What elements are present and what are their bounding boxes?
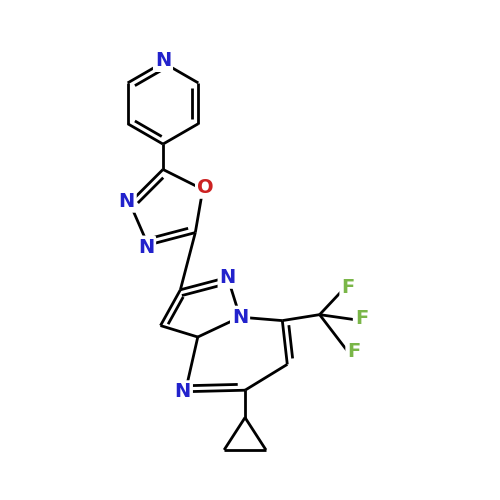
Text: N: N (175, 382, 191, 401)
Text: N: N (155, 51, 171, 70)
Text: N: N (220, 268, 236, 287)
Text: N: N (232, 308, 248, 326)
Text: F: F (342, 278, 354, 297)
Text: F: F (348, 342, 360, 361)
Text: N: N (118, 192, 135, 211)
Text: O: O (197, 178, 214, 197)
Text: F: F (355, 309, 368, 328)
Text: N: N (138, 238, 154, 256)
